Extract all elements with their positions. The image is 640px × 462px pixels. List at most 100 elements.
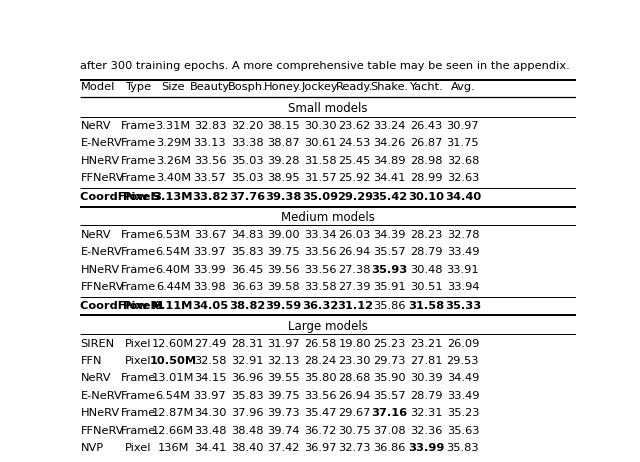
Text: Pixel: Pixel bbox=[123, 301, 154, 311]
Text: 31.57: 31.57 bbox=[304, 173, 337, 183]
Text: 38.95: 38.95 bbox=[267, 173, 300, 183]
Text: 25.92: 25.92 bbox=[339, 173, 371, 183]
Text: 6.11M: 6.11M bbox=[154, 301, 193, 311]
Text: 23.30: 23.30 bbox=[339, 356, 371, 366]
Text: 39.59: 39.59 bbox=[265, 301, 301, 311]
Text: 33.49: 33.49 bbox=[447, 391, 479, 401]
Text: 29.67: 29.67 bbox=[339, 408, 371, 418]
Text: 37.76: 37.76 bbox=[229, 192, 265, 202]
Text: 35.33: 35.33 bbox=[445, 301, 481, 311]
Text: 30.61: 30.61 bbox=[304, 138, 336, 148]
Text: Frame: Frame bbox=[121, 156, 156, 166]
Text: 33.49: 33.49 bbox=[447, 247, 479, 257]
Text: 35.57: 35.57 bbox=[373, 247, 406, 257]
Text: 32.20: 32.20 bbox=[231, 121, 263, 131]
Text: 33.34: 33.34 bbox=[304, 230, 336, 240]
Text: 37.16: 37.16 bbox=[371, 408, 408, 418]
Text: 35.03: 35.03 bbox=[231, 156, 264, 166]
Text: 35.80: 35.80 bbox=[304, 373, 337, 383]
Text: 36.97: 36.97 bbox=[304, 443, 336, 453]
Text: CoordFlow M: CoordFlow M bbox=[81, 301, 163, 311]
Text: Frame: Frame bbox=[121, 173, 156, 183]
Text: Pixel: Pixel bbox=[123, 192, 154, 202]
Text: Jockey: Jockey bbox=[301, 83, 339, 92]
Text: 33.82: 33.82 bbox=[192, 192, 228, 202]
Text: 35.83: 35.83 bbox=[231, 391, 264, 401]
Text: 26.87: 26.87 bbox=[410, 138, 442, 148]
Text: 3.13M: 3.13M bbox=[154, 192, 193, 202]
Text: 25.45: 25.45 bbox=[339, 156, 371, 166]
Text: Pixel: Pixel bbox=[125, 339, 152, 349]
Text: 38.87: 38.87 bbox=[267, 138, 300, 148]
Text: 6.54M: 6.54M bbox=[156, 247, 191, 257]
Text: 33.97: 33.97 bbox=[194, 391, 227, 401]
Text: 26.09: 26.09 bbox=[447, 339, 479, 349]
Text: 29.29: 29.29 bbox=[337, 192, 373, 202]
Text: 39.55: 39.55 bbox=[267, 373, 300, 383]
Text: Pixel: Pixel bbox=[125, 356, 152, 366]
Text: HNeRV: HNeRV bbox=[81, 265, 120, 274]
Text: 33.38: 33.38 bbox=[231, 138, 264, 148]
Text: 3.40M: 3.40M bbox=[156, 173, 191, 183]
Text: Frame: Frame bbox=[121, 391, 156, 401]
Text: 33.91: 33.91 bbox=[447, 265, 479, 274]
Text: 6.53M: 6.53M bbox=[156, 230, 191, 240]
Text: 39.75: 39.75 bbox=[267, 391, 300, 401]
Text: Beauty: Beauty bbox=[190, 83, 230, 92]
Text: 32.78: 32.78 bbox=[447, 230, 479, 240]
Text: 32.83: 32.83 bbox=[194, 121, 226, 131]
Text: 38.40: 38.40 bbox=[231, 443, 264, 453]
Text: 39.75: 39.75 bbox=[267, 247, 300, 257]
Text: 23.62: 23.62 bbox=[339, 121, 371, 131]
Text: 28.99: 28.99 bbox=[410, 173, 442, 183]
Text: 31.58: 31.58 bbox=[304, 156, 337, 166]
Text: 31.97: 31.97 bbox=[267, 339, 300, 349]
Text: CoordFlow S: CoordFlow S bbox=[81, 192, 161, 202]
Text: 37.08: 37.08 bbox=[373, 426, 406, 436]
Text: E-NeRV: E-NeRV bbox=[81, 138, 122, 148]
Text: 39.58: 39.58 bbox=[267, 282, 300, 292]
Text: 30.30: 30.30 bbox=[304, 121, 337, 131]
Text: Frame: Frame bbox=[121, 247, 156, 257]
Text: 33.56: 33.56 bbox=[304, 391, 336, 401]
Text: 28.23: 28.23 bbox=[410, 230, 442, 240]
Text: 36.96: 36.96 bbox=[231, 373, 263, 383]
Text: 35.90: 35.90 bbox=[373, 373, 406, 383]
Text: 3.31M: 3.31M bbox=[156, 121, 191, 131]
Text: Size: Size bbox=[161, 83, 185, 92]
Text: 32.31: 32.31 bbox=[410, 408, 442, 418]
Text: 35.83: 35.83 bbox=[231, 247, 264, 257]
Text: Bosph.: Bosph. bbox=[228, 83, 266, 92]
Text: NeRV: NeRV bbox=[81, 230, 111, 240]
Text: 25.23: 25.23 bbox=[373, 339, 406, 349]
Text: 30.48: 30.48 bbox=[410, 265, 442, 274]
Text: E-NeRV: E-NeRV bbox=[81, 247, 122, 257]
Text: 38.82: 38.82 bbox=[229, 301, 265, 311]
Text: 26.94: 26.94 bbox=[339, 391, 371, 401]
Text: 12.66M: 12.66M bbox=[152, 426, 195, 436]
Text: 34.39: 34.39 bbox=[373, 230, 406, 240]
Text: 34.89: 34.89 bbox=[373, 156, 406, 166]
Text: HNeRV: HNeRV bbox=[81, 408, 120, 418]
Text: 35.93: 35.93 bbox=[371, 265, 408, 274]
Text: 32.68: 32.68 bbox=[447, 156, 479, 166]
Text: 33.56: 33.56 bbox=[304, 247, 336, 257]
Text: 32.63: 32.63 bbox=[447, 173, 479, 183]
Text: 30.97: 30.97 bbox=[447, 121, 479, 131]
Text: 30.10: 30.10 bbox=[408, 192, 444, 202]
Text: 35.47: 35.47 bbox=[304, 408, 336, 418]
Text: 12.87M: 12.87M bbox=[152, 408, 195, 418]
Text: 13.01M: 13.01M bbox=[152, 373, 195, 383]
Text: 12.60M: 12.60M bbox=[152, 339, 195, 349]
Text: 26.43: 26.43 bbox=[410, 121, 442, 131]
Text: 28.79: 28.79 bbox=[410, 247, 442, 257]
Text: 28.24: 28.24 bbox=[304, 356, 336, 366]
Text: 35.23: 35.23 bbox=[447, 408, 479, 418]
Text: 32.58: 32.58 bbox=[194, 356, 226, 366]
Text: 39.00: 39.00 bbox=[267, 230, 300, 240]
Text: 39.38: 39.38 bbox=[265, 192, 301, 202]
Text: 34.15: 34.15 bbox=[194, 373, 226, 383]
Text: Frame: Frame bbox=[121, 373, 156, 383]
Text: NeRV: NeRV bbox=[81, 373, 111, 383]
Text: Yacht.: Yacht. bbox=[410, 83, 443, 92]
